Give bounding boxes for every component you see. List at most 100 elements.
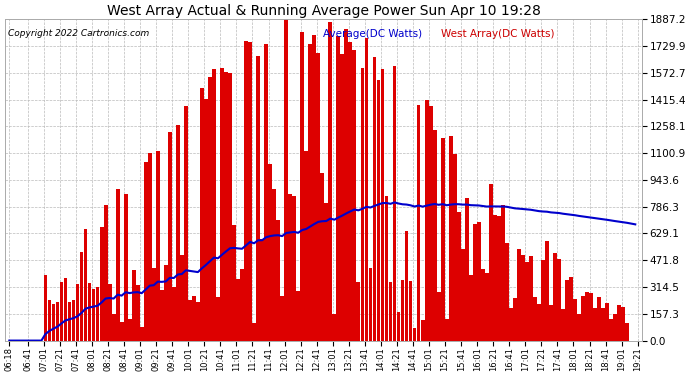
Bar xyxy=(200,87,204,340)
Bar xyxy=(83,229,88,340)
Bar xyxy=(545,241,549,340)
Bar xyxy=(184,106,188,340)
Bar xyxy=(328,21,332,340)
Bar xyxy=(300,32,304,340)
Bar xyxy=(128,320,132,340)
Bar xyxy=(136,285,139,340)
Bar xyxy=(368,268,373,340)
Bar xyxy=(104,205,108,340)
Bar xyxy=(280,296,284,340)
Bar xyxy=(417,105,420,340)
Text: Copyright 2022 Cartronics.com: Copyright 2022 Cartronics.com xyxy=(8,29,150,38)
Bar xyxy=(529,256,533,340)
Bar xyxy=(324,203,328,340)
Bar xyxy=(565,280,569,340)
Bar xyxy=(293,195,296,340)
Bar xyxy=(497,216,501,340)
Bar xyxy=(320,174,324,340)
Bar xyxy=(541,260,545,340)
Bar xyxy=(79,252,83,340)
Bar xyxy=(413,327,417,340)
Bar xyxy=(88,283,92,340)
Bar xyxy=(112,314,115,340)
Bar xyxy=(505,243,509,340)
Bar xyxy=(609,319,613,340)
Bar xyxy=(384,196,388,340)
Bar xyxy=(578,314,581,340)
Bar xyxy=(381,69,384,341)
Bar xyxy=(172,287,176,340)
Text: Average(DC Watts): Average(DC Watts) xyxy=(324,29,422,39)
Bar xyxy=(72,300,75,340)
Bar xyxy=(144,162,148,340)
Bar xyxy=(63,278,68,340)
Bar xyxy=(533,297,537,340)
Bar xyxy=(152,268,156,340)
Bar xyxy=(256,56,260,340)
Bar xyxy=(428,106,433,340)
Bar xyxy=(537,304,541,340)
Bar xyxy=(204,99,208,340)
Bar xyxy=(240,269,244,340)
Bar xyxy=(180,255,184,340)
Bar xyxy=(521,255,525,340)
Bar xyxy=(501,205,505,340)
Bar xyxy=(212,69,216,340)
Bar xyxy=(313,35,316,340)
Bar xyxy=(337,36,340,340)
Bar xyxy=(573,299,577,340)
Bar xyxy=(48,300,51,340)
Bar xyxy=(59,282,63,340)
Bar xyxy=(433,130,437,340)
Bar xyxy=(216,297,220,340)
Bar xyxy=(148,153,152,340)
Bar xyxy=(589,292,593,340)
Bar xyxy=(288,194,292,340)
Bar xyxy=(96,287,99,340)
Bar xyxy=(273,189,276,340)
Bar xyxy=(43,275,48,340)
Bar xyxy=(264,44,268,340)
Bar xyxy=(441,138,444,340)
Bar xyxy=(68,302,71,340)
Bar xyxy=(52,304,55,340)
Bar xyxy=(601,309,605,340)
Bar xyxy=(493,215,497,340)
Bar xyxy=(377,80,380,340)
Bar xyxy=(373,57,376,340)
Bar xyxy=(557,259,561,340)
Bar xyxy=(465,198,469,340)
Bar xyxy=(196,302,200,340)
Bar xyxy=(549,305,553,340)
Bar xyxy=(108,284,112,340)
Text: West Array(DC Watts): West Array(DC Watts) xyxy=(441,29,555,39)
Bar xyxy=(613,314,617,340)
Bar xyxy=(344,29,348,340)
Bar xyxy=(317,53,320,340)
Bar xyxy=(425,100,428,340)
Bar xyxy=(116,189,119,340)
Bar xyxy=(124,194,128,340)
Bar xyxy=(593,308,597,340)
Title: West Array Actual & Running Average Power Sun Apr 10 19:28: West Array Actual & Running Average Powe… xyxy=(106,4,540,18)
Bar xyxy=(244,41,248,340)
Bar xyxy=(453,154,457,340)
Bar xyxy=(348,42,353,340)
Bar xyxy=(618,305,621,340)
Bar xyxy=(461,249,464,340)
Bar xyxy=(248,42,252,340)
Bar xyxy=(404,231,408,340)
Bar xyxy=(168,132,172,340)
Bar xyxy=(120,322,124,340)
Bar xyxy=(513,298,517,340)
Bar xyxy=(605,303,609,340)
Bar xyxy=(284,20,288,340)
Bar xyxy=(408,281,413,340)
Bar xyxy=(268,164,272,340)
Bar xyxy=(228,74,232,340)
Bar xyxy=(340,54,344,340)
Bar xyxy=(333,314,336,340)
Bar xyxy=(236,279,240,340)
Bar xyxy=(276,220,280,340)
Bar xyxy=(585,292,589,340)
